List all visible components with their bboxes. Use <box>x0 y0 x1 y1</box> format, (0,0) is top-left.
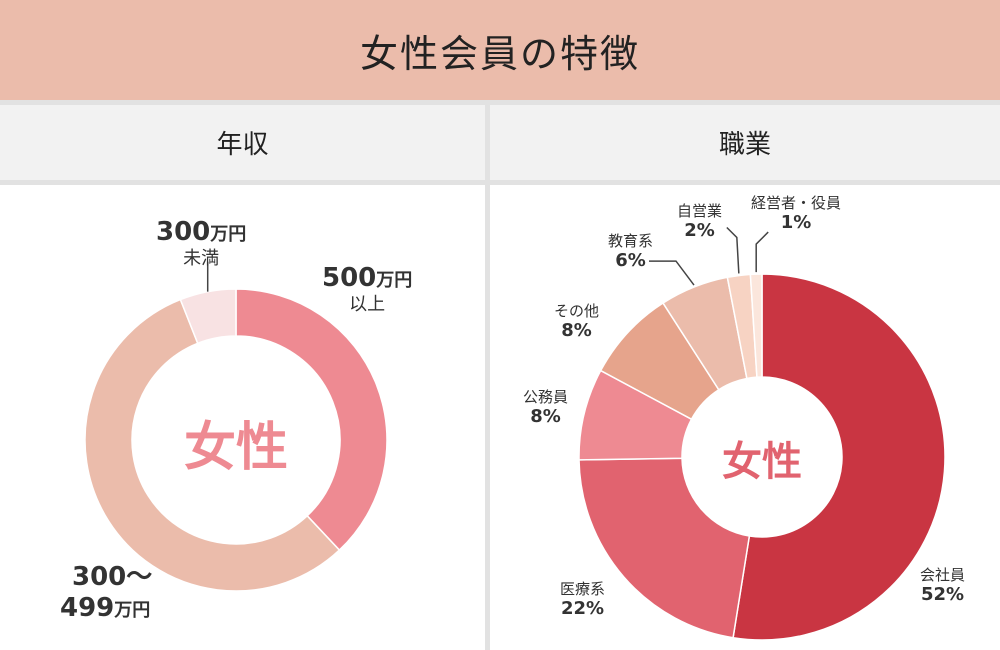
occupation-label-public-name: 公務員 <box>523 388 569 406</box>
occupation-center-label: 女性 <box>722 439 802 485</box>
occupation-label-medical: 医療系 22% <box>560 580 605 620</box>
income-label-low: 300万円 未満 <box>156 217 246 270</box>
occupation-donut-chart: 女性 <box>578 226 946 641</box>
occupation-label-company-pct: 52% <box>920 584 965 605</box>
occupation-label-education-name: 教育系 <box>608 232 654 250</box>
occupation-label-medical-pct: 22% <box>560 598 605 619</box>
income-label-high-num: 500 <box>322 263 377 293</box>
occupation-leader-self <box>726 226 740 274</box>
occupation-label-other-pct: 8% <box>561 320 592 341</box>
occupation-label-exec-pct: 1% <box>780 212 812 233</box>
income-slice-2 <box>179 288 237 345</box>
income-label-mid-line1: 300～ <box>72 562 153 592</box>
occupation-label-self-name: 自営業 <box>677 202 723 220</box>
occupation-label-other-name: その他 <box>554 302 600 320</box>
occupation-label-other: その他 8% <box>554 302 599 342</box>
income-slice-0 <box>235 288 388 552</box>
occupation-label-education-pct: 6% <box>615 250 646 271</box>
income-panel-header: 年収 <box>0 105 485 180</box>
income-label-low-unit: 万円 <box>210 224 247 245</box>
occupation-slice-6 <box>749 273 763 378</box>
occupation-header-underline <box>490 180 1000 185</box>
occupation-label-public: 公務員 8% <box>523 388 568 428</box>
income-donut-chart: 女性 <box>84 261 388 592</box>
income-label-high: 500万円 以上 <box>322 263 412 316</box>
income-center-label: 女性 <box>184 418 288 478</box>
occupation-label-company: 会社員 52% <box>920 566 965 606</box>
occupation-slice-0 <box>732 273 946 641</box>
occupation-label-self: 自営業 2% <box>677 202 722 242</box>
income-header-underline <box>0 180 485 185</box>
income-label-mid-unit: 万円 <box>114 600 151 622</box>
title-divider <box>0 100 1000 105</box>
occupation-leader-education <box>648 260 695 286</box>
occupation-panel-header: 職業 <box>490 105 1000 180</box>
income-label-mid: 300～ 499万円 <box>60 562 152 624</box>
occupation-label-company-name: 会社員 <box>920 566 966 584</box>
panel-divider <box>485 105 490 650</box>
title-bar: 女性会員の特徴 <box>0 0 1000 100</box>
income-slice-1 <box>84 298 341 592</box>
occupation-slice-1 <box>578 457 751 639</box>
occupation-label-exec: 経営者・役員 1% <box>751 194 841 234</box>
occupation-label-public-pct: 8% <box>530 406 561 427</box>
occupation-label-exec-name: 経営者・役員 <box>751 194 842 212</box>
income-label-low-num: 300 <box>156 217 211 247</box>
income-label-low-line2: 未満 <box>183 248 220 270</box>
occupation-label-self-pct: 2% <box>684 220 715 241</box>
income-label-high-unit: 万円 <box>376 270 413 291</box>
occupation-label-medical-name: 医療系 <box>560 580 606 598</box>
income-label-mid-num: 499 <box>60 593 115 624</box>
occupation-label-education: 教育系 6% <box>608 232 653 272</box>
page-title: 女性会員の特徴 <box>359 31 640 76</box>
income-label-high-line2: 以上 <box>349 294 386 316</box>
occupation-leader-exec <box>755 231 769 273</box>
